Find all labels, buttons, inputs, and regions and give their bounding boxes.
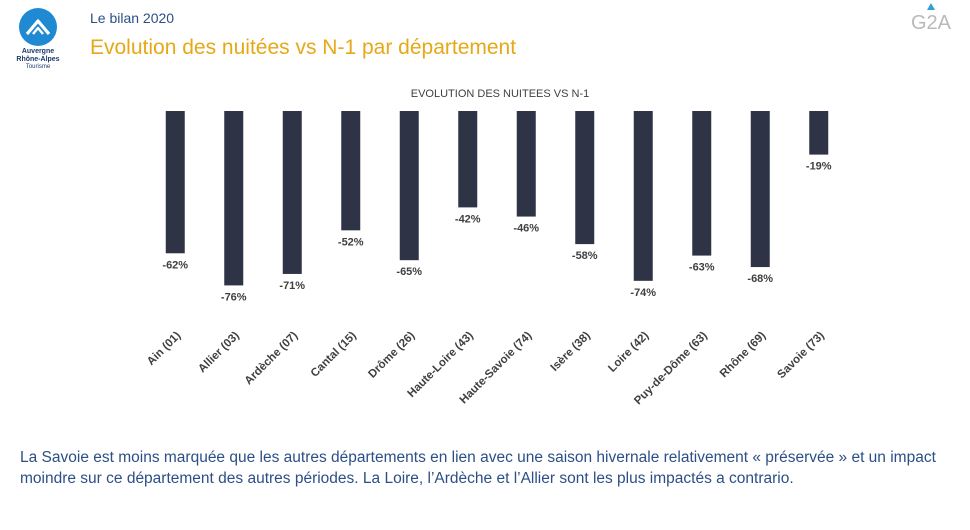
data-label-11: -19% (806, 161, 832, 173)
bar-6 (516, 111, 536, 217)
g2a-text: G2A (910, 12, 952, 34)
bar-3 (341, 111, 361, 231)
data-label-2: -71% (279, 280, 305, 292)
bars-group: -62% Ain (01) -76% Allier (03) -71% Ardèche (… (145, 111, 832, 407)
logo: Auvergne Rhône-Alpes Tourisme (8, 8, 68, 70)
data-label-3: -52% (338, 236, 364, 248)
category-label-2: Ardèche (07) (243, 330, 301, 388)
data-label-4: -65% (396, 266, 422, 278)
category-label-4: Drôme (26) (366, 330, 417, 381)
data-label-6: -46% (513, 223, 539, 235)
data-label-7: -58% (572, 250, 598, 262)
data-label-1: -76% (221, 291, 247, 303)
bar-chart: EVOLUTION DES NUITEES VS N-1 -62% Ain (01… (145, 88, 832, 407)
category-label-1: Allier (03) (196, 330, 242, 376)
bar-10 (750, 111, 770, 268)
category-label-0: Ain (01) (145, 330, 183, 368)
bar-11 (809, 111, 829, 155)
category-label-11: Savoie (73) (775, 330, 827, 382)
chart-title: EVOLUTION DES NUITEES VS N-1 (411, 88, 589, 100)
data-label-9: -63% (689, 262, 715, 274)
data-label-0: -62% (162, 259, 188, 271)
bar-1 (224, 111, 244, 286)
logo-line-2: Rhône-Alpes (16, 56, 60, 63)
bar-5 (458, 111, 478, 208)
logo-line-1: Auvergne (21, 48, 55, 55)
g2a-mountain-icon (927, 3, 935, 10)
bar-0 (165, 111, 185, 254)
g2a-wordmark: G2A (908, 12, 954, 35)
logo-text: Auvergne Rhône-Alpes Tourisme (8, 48, 68, 71)
category-label-3: Cantal (15) (309, 330, 359, 380)
bar-9 (692, 111, 712, 256)
g2a-logo: G2A (908, 2, 954, 38)
bar-2 (282, 111, 302, 274)
data-label-5: -42% (455, 213, 481, 225)
bar-7 (575, 111, 595, 245)
data-label-8: -74% (630, 287, 656, 299)
bar-8 (633, 111, 653, 281)
page-title: Evolution des nuitées vs N-1 par départe… (90, 36, 517, 59)
category-label-8: Loire (42) (606, 330, 651, 375)
data-label-10: -68% (747, 273, 773, 285)
logo-line-3: Tourisme (25, 64, 51, 70)
section-eyebrow: Le bilan 2020 (90, 10, 175, 26)
bar-4 (399, 111, 419, 261)
mountain-logo-icon (19, 8, 57, 46)
commentary-text: La Savoie est moins marquée que les autr… (20, 449, 936, 487)
category-label-7: Isère (38) (549, 330, 593, 374)
category-label-10: Rhône (69) (718, 330, 769, 381)
